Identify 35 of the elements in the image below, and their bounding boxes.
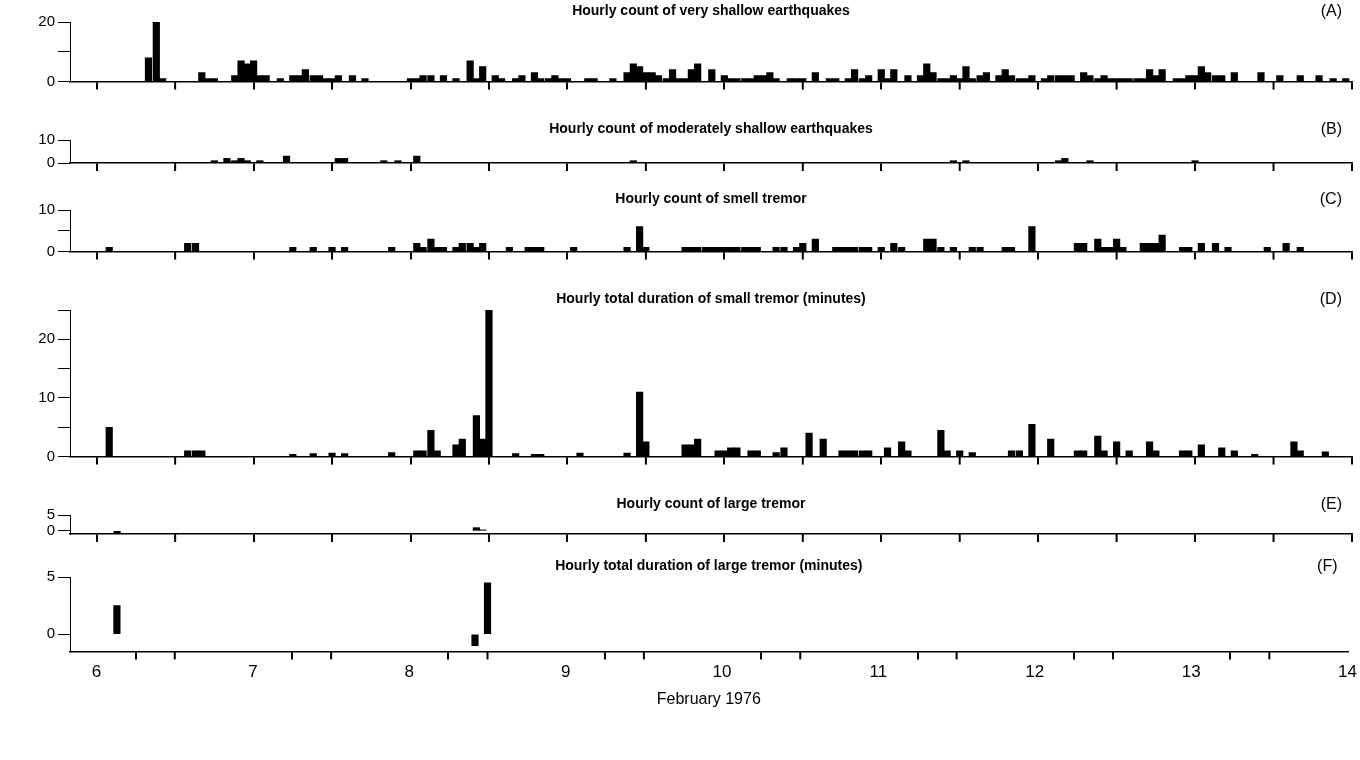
y-tick-label: 20 xyxy=(38,12,55,30)
y-tick-label: 0 xyxy=(46,624,55,642)
chart-title: Hourly count of moderately shallow earthquakes xyxy=(549,119,874,136)
x-axis-title: February 1976 xyxy=(656,689,761,707)
x-tick-label: 9 xyxy=(560,662,571,682)
y-tick-label: 5 xyxy=(46,505,55,523)
chart-title: Hourly count of very shallow earthquakes xyxy=(572,1,851,18)
x-tick-label: 13 xyxy=(1181,662,1201,682)
chart-title: Hourly total duration of small tremor (minutes) xyxy=(556,289,866,306)
y-tick-label: 0 xyxy=(46,153,55,171)
y-tick-label: 0 xyxy=(46,71,55,89)
y-tick-label: 0 xyxy=(46,241,55,259)
x-tick-label: 7 xyxy=(248,662,258,682)
y-tick-label: 10 xyxy=(38,388,55,406)
text: (B) xyxy=(1320,120,1342,138)
chart-title: Hourly count of large tremor xyxy=(616,494,807,511)
y-tick-label: 10 xyxy=(38,130,55,148)
chart-title: Hourly total duration of large tremor (minutes) xyxy=(555,556,863,573)
y-tick-label: 5 xyxy=(46,567,55,585)
x-tick-label: 12 xyxy=(1025,662,1045,682)
text: (E) xyxy=(1320,495,1342,513)
x-tick-label: 8 xyxy=(404,662,415,682)
text: (C) xyxy=(1319,190,1342,208)
text: (F) xyxy=(1317,557,1338,575)
x-tick-label: 6 xyxy=(91,662,102,682)
text: (D) xyxy=(1319,290,1342,308)
text: (A) xyxy=(1320,2,1342,20)
y-tick-label: 0 xyxy=(46,446,55,464)
x-tick-label: 14 xyxy=(1338,662,1358,682)
y-tick-label: 0 xyxy=(46,520,55,538)
y-tick-label: 10 xyxy=(38,200,55,218)
y-tick-label: 20 xyxy=(38,329,55,347)
x-tick-label: 11 xyxy=(869,662,888,682)
chart-title: Hourly count of smell tremor xyxy=(615,189,808,206)
x-tick-label: 10 xyxy=(712,662,732,682)
